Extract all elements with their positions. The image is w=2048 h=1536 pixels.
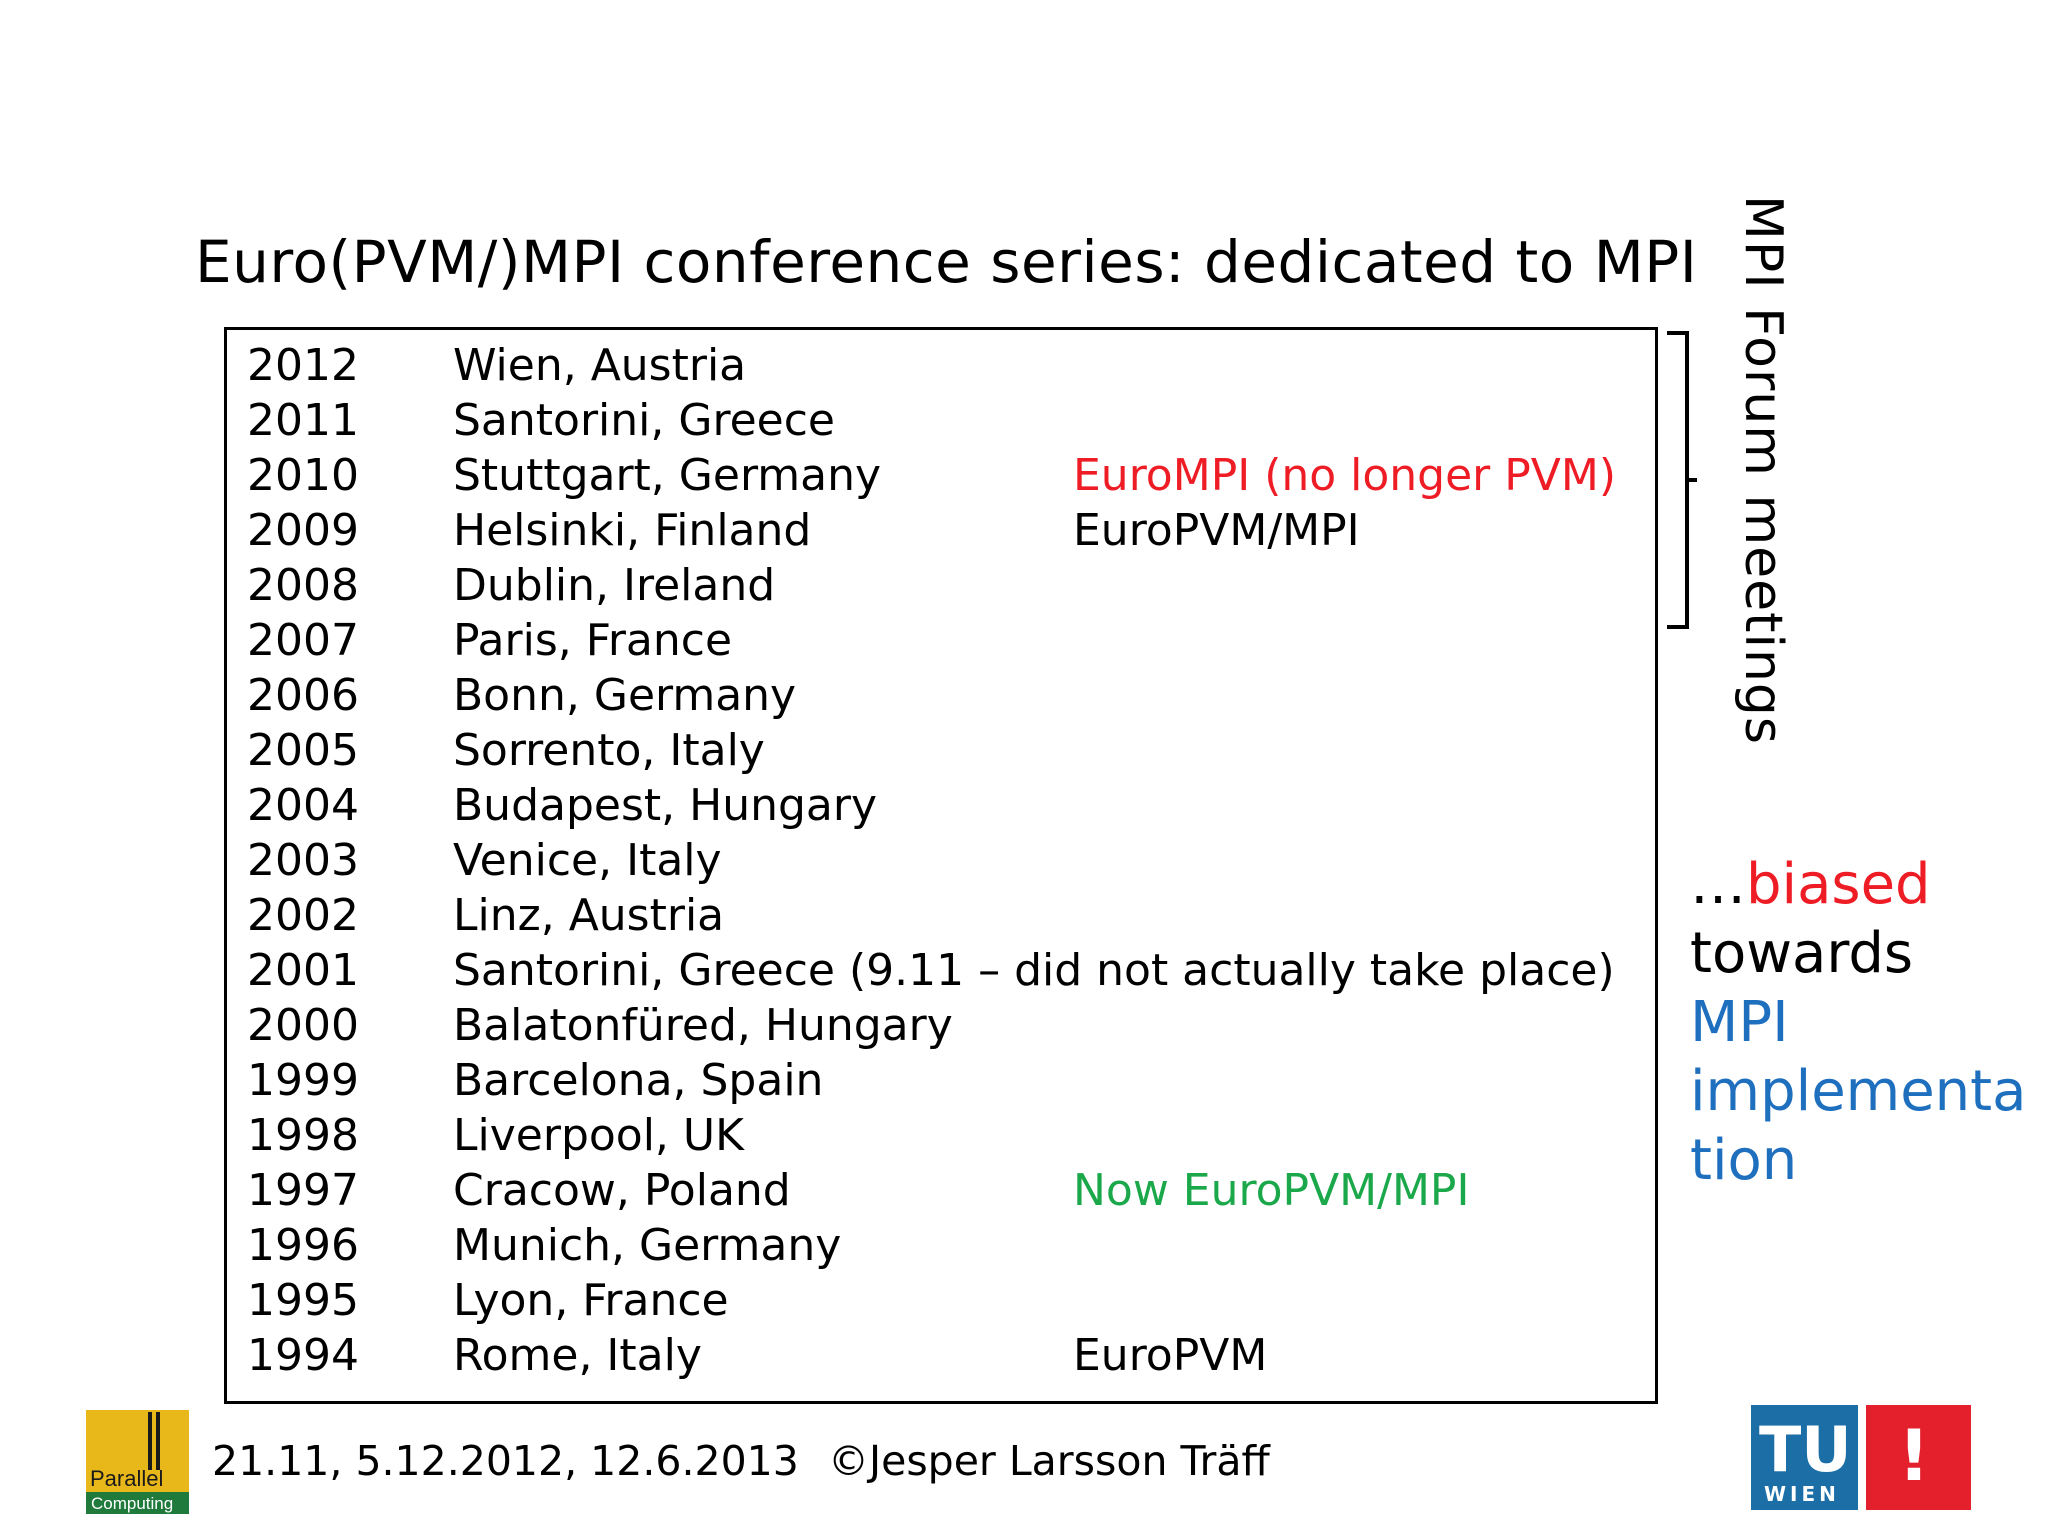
conference-year: 2005 bbox=[247, 725, 359, 776]
conference-location: Santorini, Greece (9.11 – did not actual… bbox=[453, 945, 1615, 996]
conference-row: 1999 Barcelona, Spain bbox=[227, 1055, 1655, 1110]
conference-location: Linz, Austria bbox=[453, 890, 725, 941]
conference-year: 1996 bbox=[247, 1220, 359, 1271]
tu-wien-logo: TU WIEN ! bbox=[1751, 1405, 1971, 1510]
conference-row: 2007 Paris, France bbox=[227, 615, 1655, 670]
slide-title: Euro(PVM/)MPI conference series: dedicat… bbox=[195, 228, 1698, 296]
logo-parallel-text: Parallel bbox=[90, 1466, 163, 1491]
conference-year: 1998 bbox=[247, 1110, 359, 1161]
conference-year: 2009 bbox=[247, 505, 359, 556]
conference-row: 2006 Bonn, Germany bbox=[227, 670, 1655, 725]
logo-exclaim-text: ! bbox=[1898, 1415, 1930, 1497]
conference-location: Liverpool, UK bbox=[453, 1110, 744, 1161]
conference-year: 1994 bbox=[247, 1330, 359, 1381]
conference-year: 2008 bbox=[247, 560, 359, 611]
conference-year: 1997 bbox=[247, 1165, 359, 1216]
conference-row: 1998 Liverpool, UK bbox=[227, 1110, 1655, 1165]
conference-location: Barcelona, Spain bbox=[453, 1055, 824, 1106]
conference-location: Paris, France bbox=[453, 615, 733, 666]
logo-wien-text: WIEN bbox=[1764, 1482, 1840, 1506]
conference-location: Rome, Italy bbox=[453, 1330, 702, 1381]
conference-row: 2010 Stuttgart, Germany EuroMPI (no longer… bbox=[227, 450, 1655, 505]
conference-year: 2004 bbox=[247, 780, 359, 831]
conference-row: 2005 Sorrento, Italy bbox=[227, 725, 1655, 780]
right-bracket-icon bbox=[1667, 331, 1697, 629]
conference-row: 2009 Helsinki, Finland EuroPVM/MPI bbox=[227, 505, 1655, 560]
conference-year: 2010 bbox=[247, 450, 359, 501]
conference-year: 2003 bbox=[247, 835, 359, 886]
conference-location: Lyon, France bbox=[453, 1275, 729, 1326]
footer-dates: 21.11, 5.12.2012, 12.6.2013 bbox=[212, 1437, 799, 1485]
conference-location: Bonn, Germany bbox=[453, 670, 797, 721]
mpi-forum-label-text: MPI Forum meetings bbox=[1733, 195, 1793, 746]
conference-row: 2008 Dublin, Ireland bbox=[227, 560, 1655, 615]
conference-location: Sorrento, Italy bbox=[453, 725, 765, 776]
conference-year: 2000 bbox=[247, 1000, 359, 1051]
conference-note: EuroPVM/MPI bbox=[1073, 505, 1360, 556]
conference-year: 2006 bbox=[247, 670, 359, 721]
conference-location: Budapest, Hungary bbox=[453, 780, 877, 831]
conference-location: Santorini, Greece bbox=[453, 395, 835, 446]
conference-row: 1995 Lyon, France bbox=[227, 1275, 1655, 1330]
conference-location: Cracow, Poland bbox=[453, 1165, 791, 1216]
conference-year: 1999 bbox=[247, 1055, 359, 1106]
conference-location: Wien, Austria bbox=[453, 340, 747, 391]
bias-line-3: MPI bbox=[1690, 990, 1789, 1055]
conference-year: 2011 bbox=[247, 395, 359, 446]
conference-row: 2002 Linz, Austria bbox=[227, 890, 1655, 945]
conference-note: EuroPVM bbox=[1073, 1330, 1268, 1381]
conference-year: 2007 bbox=[247, 615, 359, 666]
conference-location: Dublin, Ireland bbox=[453, 560, 776, 611]
conference-year: 2012 bbox=[247, 340, 359, 391]
conference-row: 2003 Venice, Italy bbox=[227, 835, 1655, 890]
bias-line-1: …biased bbox=[1690, 850, 2030, 919]
bias-line-2: towards bbox=[1690, 921, 1914, 986]
conference-note: EuroMPI (no longer PVM) bbox=[1073, 450, 1617, 501]
conference-row: 2012 Wien, Austria bbox=[227, 340, 1655, 395]
bias-line-4: implementa bbox=[1690, 1059, 2027, 1124]
conference-year: 2001 bbox=[247, 945, 359, 996]
conference-location: Stuttgart, Germany bbox=[453, 450, 882, 501]
conference-row: 1996 Munich, Germany bbox=[227, 1220, 1655, 1275]
conference-row: 2004 Budapest, Hungary bbox=[227, 780, 1655, 835]
conference-list-box: 2012 Wien, Austria 2011 Santorini, Greece 20… bbox=[224, 327, 1658, 1404]
conference-year: 2002 bbox=[247, 890, 359, 941]
logo-computing-text: Computing bbox=[91, 1494, 173, 1513]
parallel-computing-logo: Parallel Computing bbox=[86, 1410, 189, 1514]
conference-note: Now EuroPVM/MPI bbox=[1073, 1165, 1470, 1216]
conference-row: 2001 Santorini, Greece (9.11 – did not ac… bbox=[227, 945, 1655, 1000]
mpi-forum-label: MPI Forum meetings bbox=[1733, 195, 1803, 755]
footer-author: ©Jesper Larsson Träff bbox=[828, 1437, 1270, 1485]
conference-location: Helsinki, Finland bbox=[453, 505, 812, 556]
conference-row: 2000 Balatonfüred, Hungary bbox=[227, 1000, 1655, 1055]
conference-row: 1994 Rome, Italy EuroPVM bbox=[227, 1330, 1655, 1385]
biased-word: biased bbox=[1746, 852, 1931, 917]
conference-year: 1995 bbox=[247, 1275, 359, 1326]
conference-location: Munich, Germany bbox=[453, 1220, 842, 1271]
conference-location: Venice, Italy bbox=[453, 835, 722, 886]
conference-row: 2011 Santorini, Greece bbox=[227, 395, 1655, 450]
ellipsis-text: … bbox=[1690, 852, 1746, 917]
bias-line-5: tion bbox=[1690, 1128, 1798, 1193]
bias-note: …biased towards MPI implementa tion bbox=[1690, 850, 2030, 1195]
logo-tu-text: TU bbox=[1759, 1413, 1852, 1486]
conference-location: Balatonfüred, Hungary bbox=[453, 1000, 953, 1051]
conference-row: 1997 Cracow, Poland Now EuroPVM/MPI bbox=[227, 1165, 1655, 1220]
